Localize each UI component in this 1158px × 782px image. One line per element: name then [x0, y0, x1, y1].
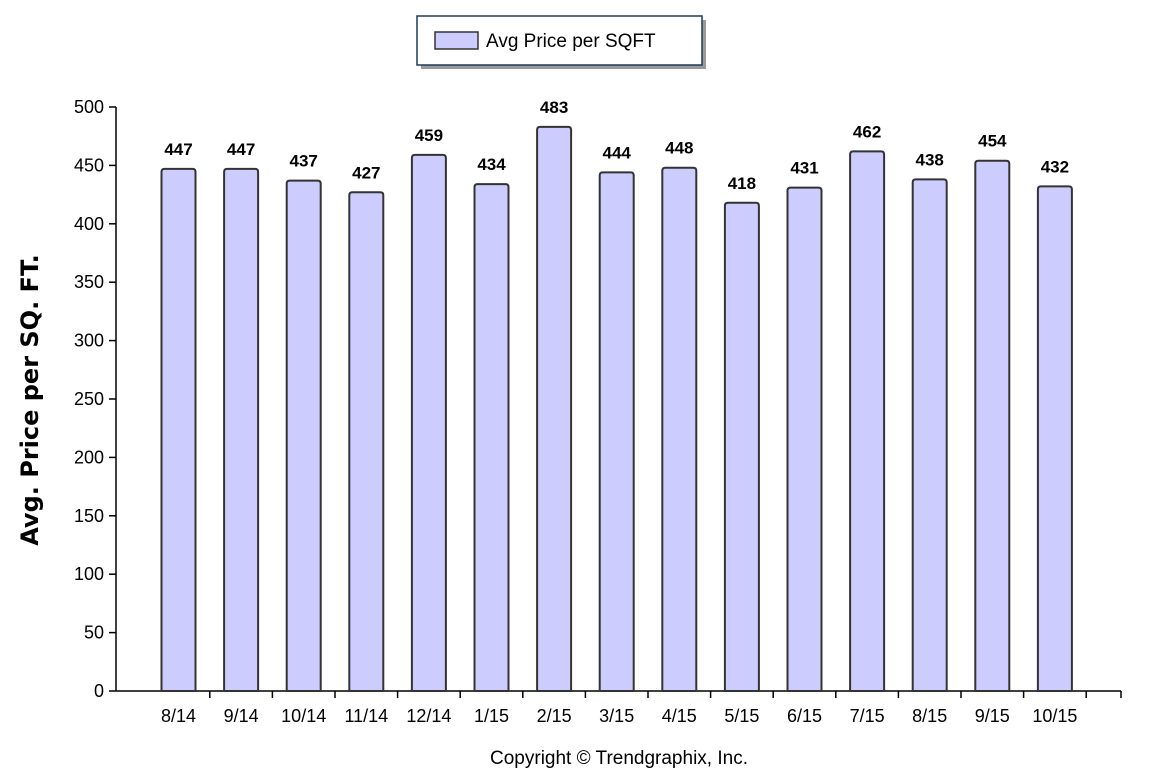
x-tick-label: 10/14 — [281, 706, 326, 726]
bar-12-14 — [410, 153, 447, 692]
bar-8-14 — [160, 167, 197, 692]
bar-5-15 — [723, 201, 760, 692]
copyright-text: Copyright © Trendgraphix, Inc. — [490, 748, 748, 769]
bar-series — [160, 125, 1073, 692]
bar-10-14 — [285, 179, 322, 692]
data-label: 418 — [728, 174, 756, 193]
y-tick-label: 300 — [74, 331, 104, 351]
data-label: 431 — [790, 159, 818, 178]
data-label: 447 — [227, 140, 255, 159]
x-tick-label: 9/14 — [224, 706, 259, 726]
y-tick-label: 100 — [74, 564, 104, 584]
x-tick-label: 9/15 — [975, 706, 1010, 726]
bar-6-15 — [786, 186, 823, 692]
data-label: 437 — [290, 152, 318, 171]
x-tick-label: 4/15 — [662, 706, 697, 726]
data-label: 448 — [665, 139, 693, 158]
legend-label: Avg Price per SQFT — [486, 31, 656, 52]
x-tick-label: 10/15 — [1032, 706, 1077, 726]
data-label: 454 — [978, 132, 1007, 151]
y-axis-ticks: 0 50 100 150 200 250 300 350 400 450 500 — [74, 97, 116, 701]
bar-3-15 — [598, 171, 635, 692]
x-tick-label: 12/14 — [406, 706, 451, 726]
x-tick-label: 3/15 — [599, 706, 634, 726]
bar-8-15 — [911, 178, 948, 692]
bar-4-15 — [661, 166, 698, 692]
y-tick-label: 150 — [74, 506, 104, 526]
y-tick-label: 350 — [74, 272, 104, 292]
y-axis-title: Avg. Price per SQ. FT. — [16, 254, 44, 546]
x-tick-label: 8/14 — [161, 706, 196, 726]
y-tick-label: 250 — [74, 389, 104, 409]
bar-9-15 — [974, 159, 1011, 692]
y-tick-label: 400 — [74, 214, 104, 234]
bar-10-15 — [1036, 185, 1073, 692]
y-tick-label: 450 — [74, 155, 104, 175]
y-tick-label: 0 — [94, 681, 104, 701]
bar-11-14 — [348, 191, 385, 692]
data-label: 432 — [1041, 157, 1069, 176]
data-label: 434 — [477, 155, 506, 174]
y-tick-label: 50 — [84, 623, 104, 643]
x-tick-label: 1/15 — [474, 706, 509, 726]
data-label: 438 — [916, 150, 944, 169]
x-tick-label: 7/15 — [850, 706, 885, 726]
bar-9-14 — [223, 167, 260, 692]
x-tick-label: 2/15 — [537, 706, 572, 726]
bar-1-15 — [473, 183, 510, 692]
data-label: 447 — [164, 140, 192, 159]
bar-7-15 — [849, 150, 886, 692]
data-label: 462 — [853, 122, 881, 141]
y-tick-label: 200 — [74, 447, 104, 467]
x-tick-label: 5/15 — [724, 706, 759, 726]
data-label: 427 — [352, 163, 380, 182]
data-label: 444 — [603, 143, 632, 162]
bar-2-15 — [536, 125, 573, 692]
x-tick-label: 11/14 — [344, 706, 388, 726]
x-tick-label: 6/15 — [787, 706, 822, 726]
y-tick-label: 500 — [74, 97, 104, 117]
legend-swatch — [434, 31, 479, 50]
x-axis-ticks: 8/14 9/14 10/14 11/14 12/14 1/15 2/15 3/15 4/15 5… — [161, 691, 1122, 726]
data-labels: 447 447 437 427 459 434 483 444 448 418 431 462 438 4… — [164, 98, 1069, 193]
x-tick-label: 8/15 — [912, 706, 947, 726]
data-label: 459 — [415, 126, 443, 145]
legend: Avg Price per SQFT — [416, 15, 706, 69]
data-label: 483 — [540, 98, 568, 117]
